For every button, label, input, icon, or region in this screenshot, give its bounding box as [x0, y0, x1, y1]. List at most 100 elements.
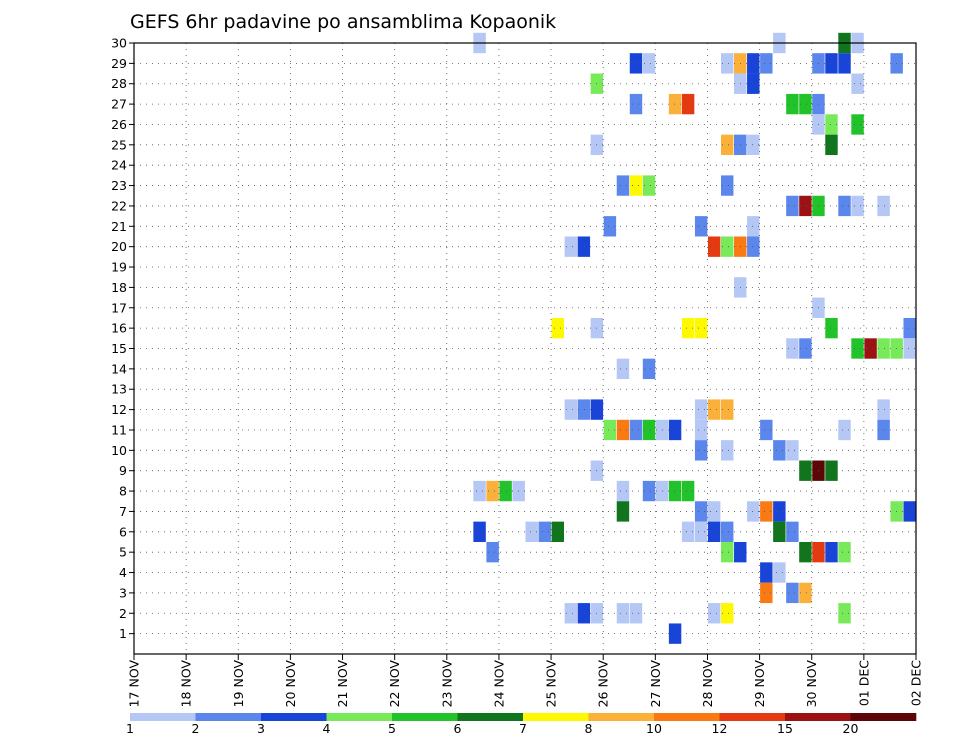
x-axis: 17 NOV 18 NOV 19 NOV 20 NOV 21 NOV 22 NOV 23 N…: [127, 654, 924, 707]
heatmap-cell: [877, 419, 890, 441]
y-tick-label: 22: [111, 198, 127, 213]
heatmap-cell: [877, 338, 890, 359]
heatmap-cell: [760, 53, 773, 74]
colorbar-segment: [719, 713, 786, 721]
heatmap-cell: [629, 93, 643, 115]
x-tick-label: 28 NOV: [700, 660, 715, 708]
heatmap-cell: [564, 603, 578, 624]
heatmap-cell: [694, 399, 708, 420]
heatmap-cell: [721, 134, 734, 156]
heatmap-cell: [825, 460, 838, 481]
y-tick-label: 11: [111, 422, 127, 437]
x-tick-label: 26 NOV: [596, 660, 611, 708]
heatmap-cell: [851, 338, 864, 359]
colorbar-label: 2: [192, 721, 200, 736]
y-tick-label: 27: [111, 97, 127, 112]
heatmap-cell: [747, 134, 760, 156]
colorbar-segment: [785, 713, 851, 721]
y-tick-label: 18: [111, 280, 127, 295]
heatmap-cell: [707, 521, 721, 542]
heatmap-cell: [747, 73, 760, 94]
x-tick-label: 02 DEC: [909, 660, 924, 706]
heatmap-cell: [694, 501, 708, 522]
x-tick-label: 25 NOV: [544, 660, 559, 708]
heatmap-cell: [799, 338, 812, 359]
heatmap-cell: [825, 541, 838, 563]
heatmap-cell: [721, 53, 734, 74]
heatmap-cell: [577, 236, 591, 257]
heatmap-cell: [825, 134, 838, 156]
colorbar-label: 20: [843, 721, 859, 736]
heatmap-cell: [825, 317, 838, 339]
heatmap-cell: [707, 399, 721, 420]
y-tick-label: 4: [119, 565, 127, 580]
x-tick-label: 29 NOV: [752, 660, 767, 708]
y-tick-label: 25: [111, 137, 127, 152]
heatmap-cell: [747, 53, 760, 74]
heatmap-cell: [629, 175, 643, 196]
heatmap-cell: [838, 53, 851, 74]
x-tick-label: 01 DEC: [856, 660, 871, 706]
y-tick-label: 29: [111, 56, 127, 71]
heatmap-cell: [486, 480, 499, 502]
heatmap-cell: [473, 480, 486, 502]
heatmap-cell: [851, 195, 864, 217]
heatmap-cell: [773, 562, 786, 583]
y-tick-label: 5: [119, 545, 127, 560]
heatmap-cell: [799, 460, 812, 481]
heatmap-cell: [838, 603, 851, 624]
y-tick-label: 9: [119, 463, 127, 478]
colorbar-segment: [654, 713, 720, 721]
heatmap-cell: [786, 195, 799, 217]
heatmap-cell: [616, 358, 630, 380]
chart-title: GEFS 6hr padavine po ansamblima Kopaonik: [130, 11, 556, 33]
heatmap-cell: [786, 582, 799, 604]
heatmap-cell: [694, 419, 708, 441]
heatmap-cell: [603, 419, 617, 441]
heatmap-cell: [603, 216, 617, 237]
heatmap-cell: [668, 93, 682, 115]
colorbar-segment: [523, 713, 589, 721]
heatmap-cell: [799, 541, 812, 563]
y-axis: 1234567891011121314151617181920212223242…: [111, 36, 134, 641]
colorbar-label: 1: [126, 721, 134, 736]
heatmap-cell: [773, 521, 786, 542]
y-tick-label: 2: [119, 606, 127, 621]
x-tick-label: 22 NOV: [387, 660, 402, 708]
y-tick-label: 30: [111, 36, 127, 51]
y-tick-label: 7: [119, 504, 127, 519]
y-tick-label: 24: [111, 158, 127, 173]
y-tick-label: 16: [111, 321, 127, 336]
heatmap-cell: [629, 53, 643, 74]
x-tick-label: 17 NOV: [127, 660, 142, 708]
heatmap-cell: [629, 419, 643, 441]
heatmap-cell: [721, 541, 734, 563]
y-tick-label: 19: [111, 260, 127, 275]
heatmap-cell: [525, 521, 538, 542]
y-tick-label: 17: [111, 300, 127, 315]
heatmap-cell: [681, 93, 695, 115]
y-tick-label: 3: [119, 585, 127, 600]
colorbar-segment: [195, 713, 262, 721]
colorbar-segment: [392, 713, 458, 721]
heatmap-cell: [616, 501, 630, 522]
heatmap-cell: [747, 216, 760, 237]
y-tick-label: 14: [111, 361, 127, 376]
colorbar-segment: [588, 713, 655, 721]
heatmap-cell: [642, 358, 656, 380]
heatmap-cell: [629, 603, 643, 624]
y-tick-label: 1: [119, 626, 127, 641]
heatmap-cell: [668, 623, 682, 644]
heatmap-cell: [538, 521, 551, 542]
x-tick-label: 18 NOV: [179, 660, 194, 708]
heatmap-cell: [760, 501, 773, 522]
x-tick-label: 23 NOV: [439, 660, 454, 708]
x-tick-label: 21 NOV: [335, 660, 350, 708]
colorbar-legend: 1 2 3 4 5 6 7 8 10 12 15 20: [126, 713, 917, 736]
heatmap-cell: [773, 440, 786, 461]
heatmap-cell: [577, 603, 591, 624]
heatmap-cell: [721, 399, 734, 420]
heatmap-cell: [838, 195, 851, 217]
